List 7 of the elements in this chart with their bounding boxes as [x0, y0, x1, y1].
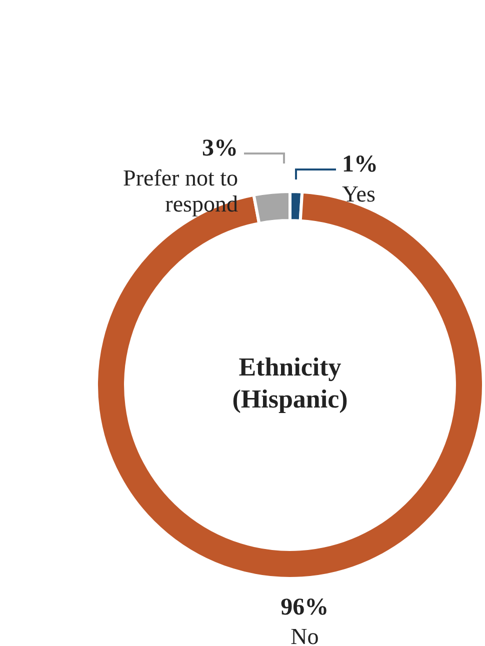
- text: Ethnicity (Hispanic): [232, 352, 348, 414]
- data-label: 96%: [280, 594, 329, 620]
- slice-label: Yes: [342, 182, 376, 207]
- slice-label: Prefer not to respond: [123, 166, 238, 217]
- data-label: 3%: [202, 136, 238, 162]
- data-label: 1%: [342, 152, 378, 178]
- slice-label: No: [290, 624, 319, 646]
